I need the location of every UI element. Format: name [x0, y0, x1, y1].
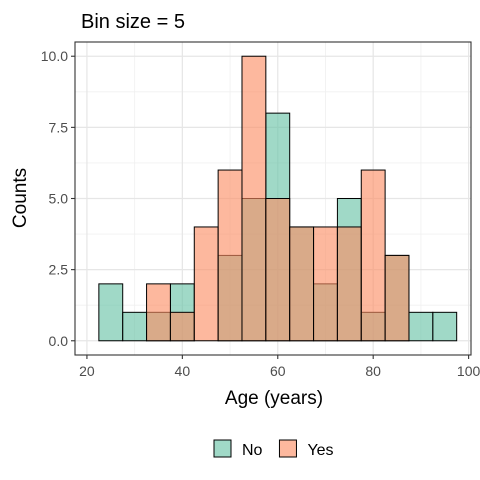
legend: No Yes	[213, 439, 334, 459]
legend-key-yes	[278, 439, 297, 458]
bar-yes	[146, 283, 171, 342]
bar-yes	[169, 311, 195, 342]
legend-label-no: No	[242, 442, 263, 459]
x-tick-label: 40	[175, 363, 191, 379]
bar-yes	[217, 169, 243, 342]
bar-yes	[193, 226, 219, 342]
x-axis-title: Age (years)	[225, 388, 323, 409]
y-tick-label: 2.5	[49, 262, 69, 278]
bar-yes	[265, 198, 291, 342]
plot-panel	[74, 41, 472, 356]
bar-no	[432, 311, 458, 342]
y-tick-label: 0.0	[49, 333, 69, 349]
y-tick-label: 10.0	[41, 48, 68, 64]
bar-yes	[241, 55, 267, 342]
bar-no	[122, 311, 148, 342]
bar-no	[408, 311, 434, 342]
x-tick-label: 80	[365, 363, 381, 379]
bar-yes	[336, 226, 362, 342]
series-yes-bars	[146, 55, 410, 342]
x-axis-ticks: 20 40 60 80 100	[79, 355, 480, 379]
x-tick-label: 20	[79, 363, 95, 379]
bar-yes	[360, 169, 386, 342]
legend-label-yes: Yes	[307, 442, 333, 459]
y-axis-title: Counts	[10, 168, 31, 228]
bar-no	[98, 283, 124, 342]
legend-key-no	[213, 439, 232, 458]
y-tick-label: 7.5	[49, 119, 69, 135]
x-tick-label: 60	[270, 363, 286, 379]
y-tick-label: 5.0	[49, 191, 69, 207]
bar-yes	[289, 226, 315, 342]
y-axis-ticks: 0.0 2.5 5.0 7.5 10.0	[41, 48, 75, 349]
x-tick-label: 100	[457, 363, 480, 379]
bar-yes	[384, 254, 410, 342]
bar-yes	[313, 226, 338, 342]
chart-title: Bin size = 5	[81, 11, 185, 33]
